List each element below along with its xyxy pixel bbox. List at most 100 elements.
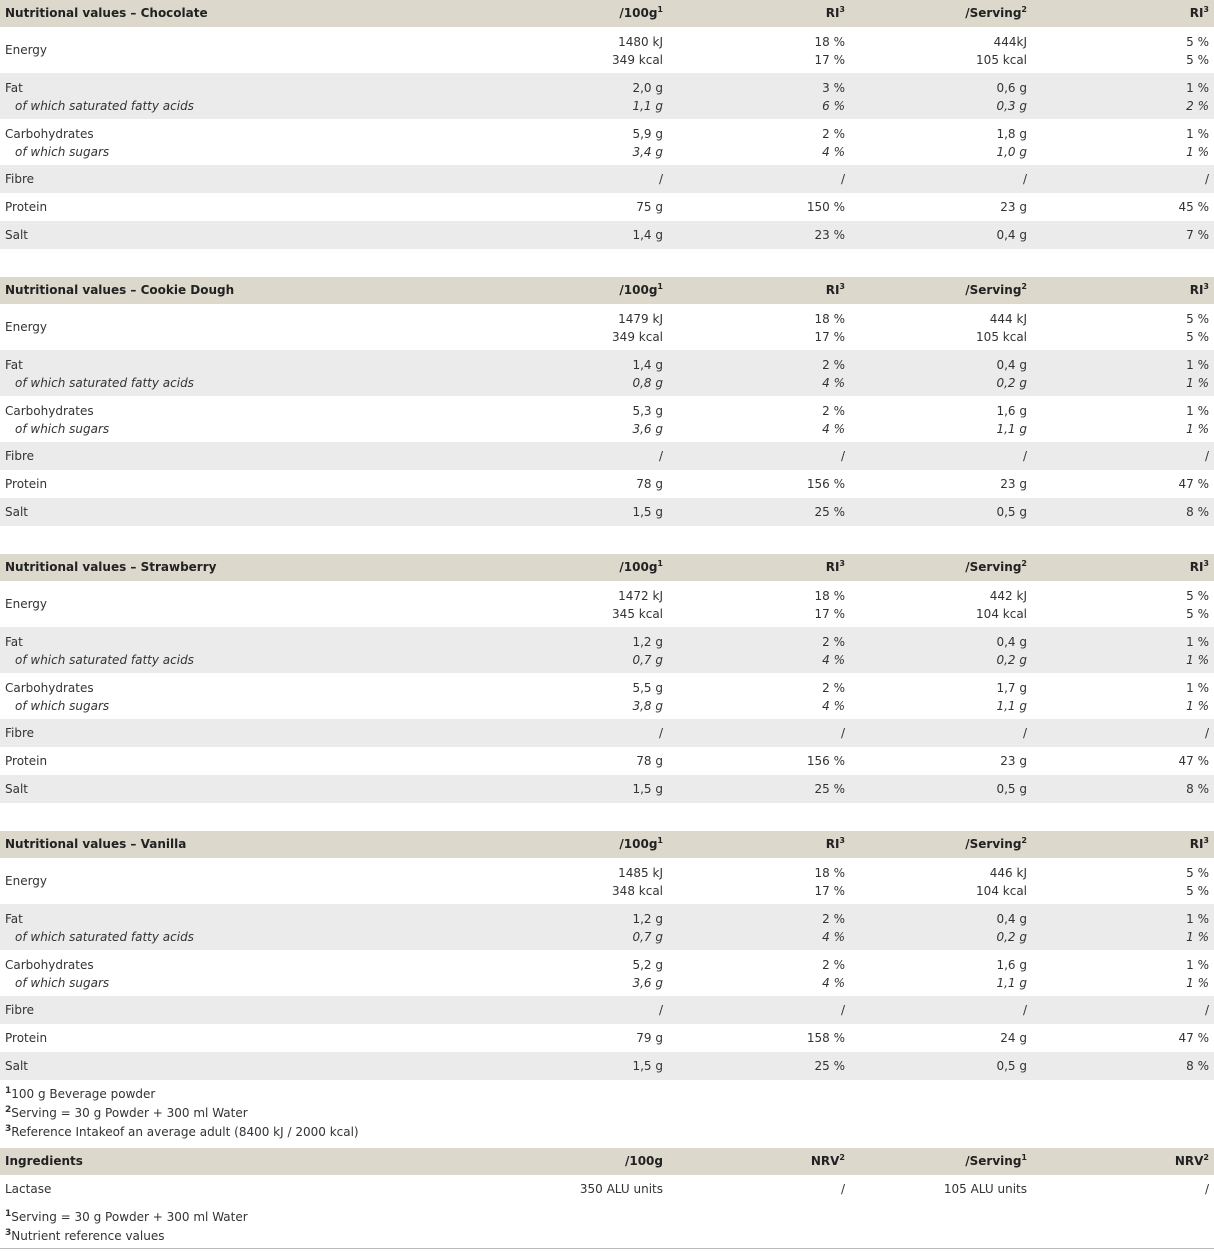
table-row: Protein 78 g 156 % 23 g 47 % bbox=[0, 747, 1214, 775]
footnote-ref: 3 bbox=[839, 282, 845, 291]
cell-value: 6 % bbox=[822, 99, 845, 113]
header-cell: Nutritional values – Cookie Dough bbox=[5, 281, 234, 299]
cell-value: 349 kcal bbox=[612, 53, 663, 67]
footnote-ref: 2 bbox=[1021, 282, 1027, 291]
table-row: Protein 75 g 150 % 23 g 45 % bbox=[0, 193, 1214, 221]
row-label: Fat bbox=[5, 635, 23, 649]
header-text: RI bbox=[825, 283, 840, 297]
cell-value: 2 % bbox=[822, 358, 845, 372]
header-text: RI bbox=[1189, 283, 1204, 297]
header-cell: NRV2 bbox=[811, 1152, 845, 1170]
table-row: Protein 78 g 156 % 23 g 47 % bbox=[0, 470, 1214, 498]
cell-value: 0,4 g bbox=[996, 912, 1027, 926]
header-cell: /Serving1 bbox=[965, 1152, 1027, 1170]
cell-value: 25 % bbox=[814, 505, 846, 519]
header-cell: RI3 bbox=[826, 281, 845, 299]
cell-value: 47 % bbox=[1178, 1031, 1210, 1045]
cell-value: 1 % bbox=[1186, 404, 1209, 418]
cell-value: 23 % bbox=[814, 228, 846, 242]
cell-value: 1 % bbox=[1186, 958, 1209, 972]
cell-value: 1 % bbox=[1186, 127, 1209, 141]
cell-value: 45 % bbox=[1178, 200, 1210, 214]
table-row: Carbohydrates of which sugars 5,5 g 3,8 g 2 … bbox=[0, 673, 1214, 719]
header-cell: Nutritional values – Chocolate bbox=[5, 4, 208, 22]
sub-label: of which saturated fatty acids bbox=[15, 930, 194, 944]
row-label: Protein bbox=[5, 754, 48, 768]
row-label: Fibre bbox=[5, 726, 35, 740]
header-text: /Serving bbox=[965, 837, 1022, 851]
cell-value: 2 % bbox=[822, 681, 845, 695]
table-row: Fibre / / / / bbox=[0, 165, 1214, 193]
footnote-text: Nutrient reference values bbox=[11, 1229, 165, 1243]
table-row: Fibre / / / / bbox=[0, 719, 1214, 747]
cell-value: 104 kcal bbox=[976, 884, 1027, 898]
cell-value: 1,6 g bbox=[996, 958, 1027, 972]
cell-value: 1479 kJ bbox=[618, 312, 663, 326]
row-label: Fibre bbox=[5, 1003, 35, 1017]
cell-value: 47 % bbox=[1178, 754, 1210, 768]
cell-value: 0,2 g bbox=[996, 653, 1027, 667]
footnote: 1100 g Beverage powder bbox=[5, 1085, 155, 1103]
cell-value: 1 % bbox=[1186, 912, 1209, 926]
cell-value: / bbox=[840, 1182, 845, 1196]
footnote-ref: 3 bbox=[1203, 5, 1209, 14]
table-row: Energy 1472 kJ 345 kcal 18 % 17 % 442 kJ 104 k… bbox=[0, 581, 1214, 627]
cell-value: 1 % bbox=[1186, 81, 1209, 95]
cell-value: 8 % bbox=[1186, 1059, 1209, 1073]
header-text: /Serving bbox=[965, 1154, 1022, 1168]
header-text: Nutritional values – Vanilla bbox=[5, 837, 187, 851]
cell-value: 2 % bbox=[822, 912, 845, 926]
sub-label: of which sugars bbox=[15, 422, 110, 436]
header-cell: /100g bbox=[625, 1152, 663, 1170]
row-label: Carbohydrates bbox=[5, 681, 94, 695]
cell-value: 5,9 g bbox=[632, 127, 663, 141]
table-row: Carbohydrates of which sugars 5,9 g 3,4 g 2 … bbox=[0, 119, 1214, 165]
cell-value: 4 % bbox=[822, 422, 845, 436]
cell-value: 5,5 g bbox=[632, 681, 663, 695]
header-cell: RI3 bbox=[826, 558, 845, 576]
cell-value: 2 % bbox=[822, 404, 845, 418]
cell-value: 156 % bbox=[806, 754, 845, 768]
cell-value: 1,1 g bbox=[996, 976, 1027, 990]
cell-value: 0,2 g bbox=[996, 376, 1027, 390]
cell-value: 1,1 g bbox=[996, 699, 1027, 713]
cell-value: 78 g bbox=[636, 754, 663, 768]
header-cell: /100g1 bbox=[619, 835, 663, 853]
cell-value: 442 kJ bbox=[989, 589, 1027, 603]
row-label: Protein bbox=[5, 477, 48, 491]
header-cell: /100g1 bbox=[619, 558, 663, 576]
cell-value: 0,5 g bbox=[996, 1059, 1027, 1073]
cell-value: 47 % bbox=[1178, 477, 1210, 491]
table-header: Nutritional values – Chocolate/100g1 RI3/… bbox=[0, 0, 1214, 27]
sub-label: of which sugars bbox=[15, 145, 110, 159]
row-label: Salt bbox=[5, 228, 29, 242]
cell-value: 4 % bbox=[822, 653, 845, 667]
cell-value: 1 % bbox=[1186, 930, 1209, 944]
cell-value: 4 % bbox=[822, 145, 845, 159]
header-cell: RI3 bbox=[1190, 281, 1209, 299]
table-row: Lactase 350 ALU units / 105 ALU units / bbox=[0, 1175, 1214, 1203]
cell-value: 444 kJ bbox=[989, 312, 1027, 326]
cell-value: 348 kcal bbox=[612, 884, 663, 898]
cell-value: / bbox=[1204, 1182, 1209, 1196]
cell-value: 105 kcal bbox=[976, 53, 1027, 67]
header-text: NRV bbox=[1174, 1154, 1204, 1168]
cell-value: 25 % bbox=[814, 782, 846, 796]
cell-value: 5 % bbox=[1186, 35, 1209, 49]
cell-value: 5,3 g bbox=[632, 404, 663, 418]
footnote-ref: 2 bbox=[839, 1153, 845, 1162]
cell-value: 1 % bbox=[1186, 422, 1209, 436]
cell-value: 349 kcal bbox=[612, 330, 663, 344]
cell-value: 444kJ bbox=[993, 35, 1027, 49]
cell-value: 0,7 g bbox=[632, 653, 663, 667]
cell-value: 1 % bbox=[1186, 681, 1209, 695]
cell-value: 5 % bbox=[1186, 884, 1209, 898]
cell-value: 17 % bbox=[814, 884, 846, 898]
cell-value: 2 % bbox=[1186, 99, 1209, 113]
table-header: Ingredients/100g NRV2/Serving1 NRV2 bbox=[0, 1148, 1214, 1175]
cell-value: 17 % bbox=[814, 330, 846, 344]
cell-value: 24 g bbox=[1000, 1031, 1027, 1045]
cell-value: 1,1 g bbox=[632, 99, 663, 113]
header-cell: RI3 bbox=[1190, 835, 1209, 853]
cell-value: / bbox=[1022, 1003, 1027, 1017]
